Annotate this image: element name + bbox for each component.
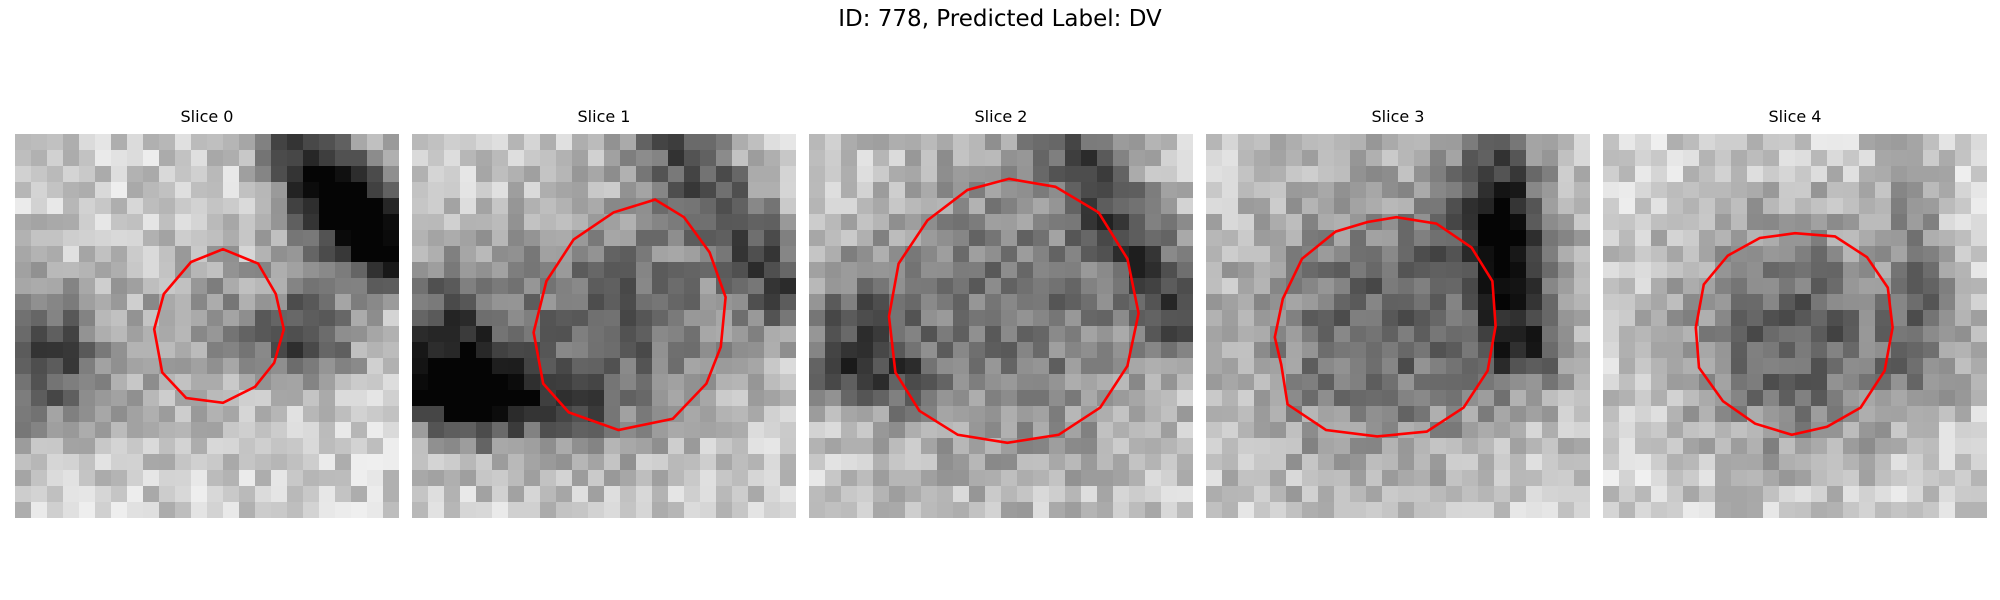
slice-title-2: Slice 2 bbox=[974, 107, 1028, 126]
pixel-grid bbox=[1206, 134, 1590, 518]
slice-image-4 bbox=[1603, 134, 1987, 518]
pixel-grid bbox=[412, 134, 796, 518]
slice-panel-2: Slice 2 bbox=[809, 107, 1193, 519]
segmentation-contour bbox=[1273, 215, 1497, 438]
segmentation-contour bbox=[532, 198, 727, 432]
pixel-grid bbox=[15, 134, 399, 518]
segmentation-contour bbox=[1694, 231, 1894, 437]
slice-image-1 bbox=[412, 134, 796, 518]
slice-image-3 bbox=[1206, 134, 1590, 518]
figure-title: ID: 778, Predicted Label: DV bbox=[838, 6, 1162, 32]
slice-title-3: Slice 3 bbox=[1371, 107, 1425, 126]
slice-title-0: Slice 0 bbox=[180, 107, 234, 126]
slice-image-0 bbox=[15, 134, 399, 518]
pixel-grid bbox=[809, 134, 1193, 518]
slice-image-2 bbox=[809, 134, 1193, 518]
segmentation-contour bbox=[887, 177, 1140, 445]
slice-panel-0: Slice 0 bbox=[15, 107, 399, 519]
slice-title-1: Slice 1 bbox=[577, 107, 631, 126]
pixel-grid bbox=[1603, 134, 1987, 518]
slice-panel-4: Slice 4 bbox=[1603, 107, 1987, 519]
slice-panel-3: Slice 3 bbox=[1206, 107, 1590, 519]
slice-title-4: Slice 4 bbox=[1768, 107, 1822, 126]
segmentation-contour bbox=[152, 247, 286, 405]
slice-panel-1: Slice 1 bbox=[412, 107, 796, 519]
